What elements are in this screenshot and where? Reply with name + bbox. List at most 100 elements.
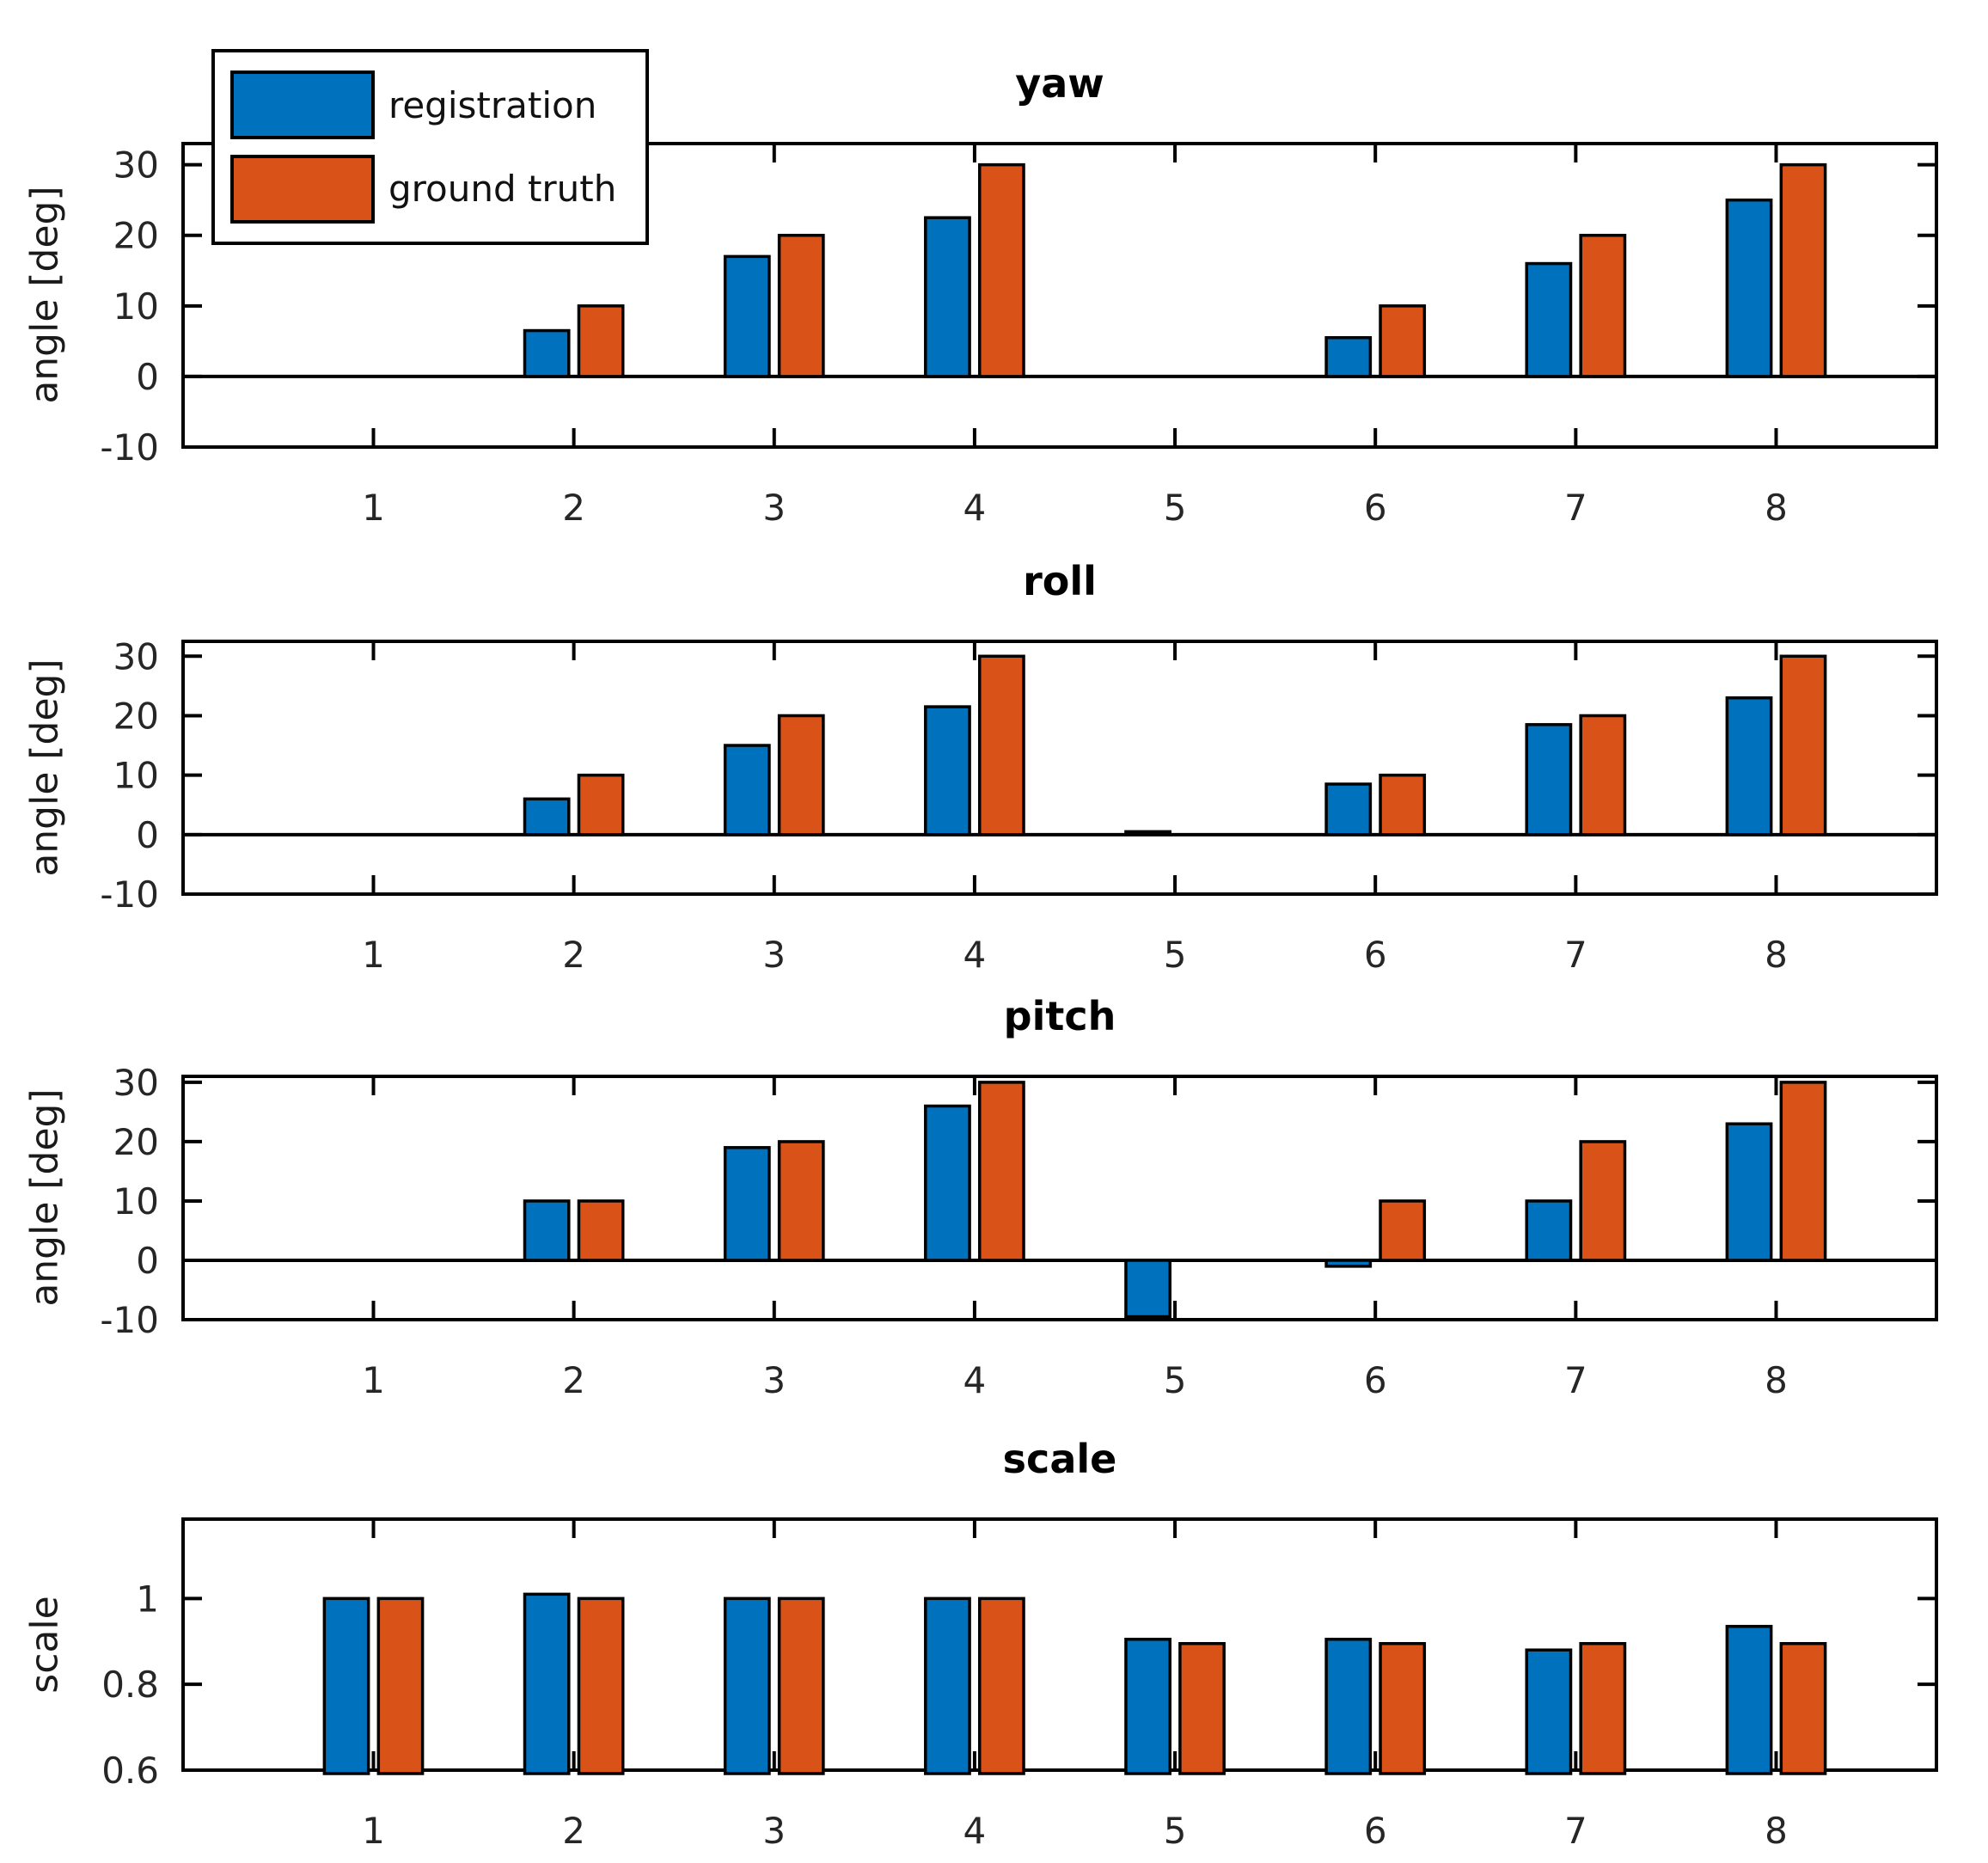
pitch-xtick-label-6: 6 — [1364, 1359, 1387, 1401]
roll-xtick-label-6: 6 — [1364, 934, 1387, 976]
legend-label-registration: registration — [388, 83, 597, 126]
bar-roll-registration-8 — [1725, 696, 1773, 837]
bar-yaw-registration-6 — [1324, 336, 1373, 378]
scale-xtick-label-1: 1 — [362, 1810, 385, 1852]
bar-pitch-ground-truth-2 — [577, 1199, 625, 1262]
scale-ytick-label-1: 1 — [136, 1578, 159, 1620]
pitch-ytick-label-20: 20 — [113, 1121, 159, 1163]
bar-roll-registration-4 — [924, 705, 971, 837]
pitch-xtick-label-5: 5 — [1164, 1359, 1187, 1401]
scale-xtick-label-3: 3 — [762, 1810, 786, 1852]
legend-item-registration: registration — [230, 70, 645, 140]
bar-pitch-registration-6 — [1324, 1259, 1373, 1268]
bar-scale-ground-truth-8 — [1779, 1642, 1827, 1775]
bar-scale-registration-7 — [1525, 1648, 1573, 1775]
bar-pitch-registration-3 — [723, 1146, 771, 1262]
bar-scale-ground-truth-5 — [1178, 1642, 1226, 1775]
bar-yaw-ground-truth-7 — [1579, 233, 1627, 378]
scale-ytick-label-0.6: 0.6 — [101, 1750, 159, 1792]
bar-scale-registration-2 — [523, 1592, 571, 1775]
yaw-xtick-label-3: 3 — [762, 487, 786, 529]
bar-roll-ground-truth-3 — [777, 714, 825, 837]
yaw-ytick-label--10: -10 — [100, 426, 159, 469]
bar-yaw-ground-truth-4 — [977, 162, 1025, 378]
roll-xtick-label-5: 5 — [1164, 934, 1187, 976]
pitch-xtick-label-8: 8 — [1765, 1359, 1788, 1401]
roll-ytick-label-30: 30 — [113, 635, 159, 677]
roll-axes-box — [181, 640, 1938, 896]
title-pitch: pitch — [1003, 993, 1116, 1039]
legend-item-ground-truth: ground truth — [230, 154, 645, 224]
pitch-ytick-label-30: 30 — [113, 1062, 159, 1104]
yaw-xtick-label-8: 8 — [1765, 487, 1788, 529]
yaw-xtick-label-6: 6 — [1364, 487, 1387, 529]
pitch-xtick-label-1: 1 — [362, 1359, 385, 1401]
pitch-xtick-label-7: 7 — [1564, 1359, 1587, 1401]
bar-pitch-registration-8 — [1725, 1122, 1773, 1262]
bar-scale-ground-truth-6 — [1379, 1642, 1427, 1775]
scale-xtick-label-2: 2 — [562, 1810, 585, 1852]
pitch-xtick-label-2: 2 — [562, 1359, 585, 1401]
bar-pitch-registration-5 — [1124, 1259, 1171, 1319]
legend-swatch-ground-truth — [230, 154, 375, 224]
bar-yaw-ground-truth-6 — [1379, 304, 1427, 378]
roll-xtick-label-2: 2 — [562, 934, 585, 976]
bar-pitch-registration-4 — [924, 1104, 971, 1262]
title-scale: scale — [1002, 1436, 1117, 1482]
scale-xtick-label-5: 5 — [1164, 1810, 1187, 1852]
bar-scale-registration-6 — [1324, 1638, 1373, 1775]
bar-yaw-registration-7 — [1525, 261, 1573, 378]
yaw-xtick-label-5: 5 — [1164, 487, 1187, 529]
bar-roll-ground-truth-2 — [577, 773, 625, 837]
bar-scale-ground-truth-1 — [376, 1596, 425, 1775]
roll-ytick-label--10: -10 — [100, 873, 159, 916]
yaw-ytick-label-20: 20 — [113, 215, 159, 257]
ylabel-pitch: angle [deg] — [22, 1088, 67, 1307]
roll-xtick-label-1: 1 — [362, 934, 385, 976]
scale-plot-area — [183, 1519, 1936, 1770]
bar-yaw-registration-3 — [723, 254, 771, 378]
scale-xtick-label-7: 7 — [1564, 1810, 1587, 1852]
bar-roll-ground-truth-6 — [1379, 773, 1427, 837]
bar-scale-registration-3 — [723, 1596, 771, 1775]
bar-pitch-ground-truth-8 — [1779, 1081, 1827, 1262]
title-roll: roll — [1023, 558, 1097, 604]
ylabel-scale: scale — [22, 1596, 67, 1694]
bar-roll-registration-7 — [1525, 723, 1573, 837]
yaw-axes-box — [181, 142, 1938, 449]
bar-pitch-registration-7 — [1525, 1199, 1573, 1262]
scale-axes-box — [181, 1517, 1938, 1772]
bar-pitch-ground-truth-7 — [1579, 1140, 1627, 1262]
pitch-ytick-label--10: -10 — [100, 1299, 159, 1341]
bar-scale-registration-5 — [1124, 1638, 1171, 1775]
bar-roll-registration-6 — [1324, 782, 1373, 837]
ylabel-roll: angle [deg] — [22, 659, 67, 877]
pitch-xtick-label-4: 4 — [963, 1359, 987, 1401]
bar-roll-registration-5 — [1124, 830, 1171, 837]
bar-roll-ground-truth-8 — [1779, 654, 1827, 837]
roll-ytick-label-10: 10 — [113, 755, 159, 797]
pitch-ytick-label-0: 0 — [136, 1240, 159, 1282]
bar-pitch-ground-truth-6 — [1379, 1199, 1427, 1262]
scale-xtick-label-6: 6 — [1364, 1810, 1387, 1852]
bar-roll-registration-2 — [523, 797, 571, 837]
scale-xtick-label-4: 4 — [963, 1810, 987, 1852]
legend-swatch-registration — [230, 70, 375, 140]
bar-scale-ground-truth-4 — [977, 1596, 1025, 1775]
bar-scale-ground-truth-3 — [777, 1596, 825, 1775]
bar-yaw-registration-2 — [523, 328, 571, 378]
yaw-xtick-label-1: 1 — [362, 487, 385, 529]
bar-scale-registration-1 — [322, 1596, 370, 1775]
scale-ytick-label-0.8: 0.8 — [101, 1664, 159, 1706]
legend: registration ground truth — [211, 49, 649, 245]
bar-scale-ground-truth-2 — [577, 1596, 625, 1775]
pitch-axes-box — [181, 1075, 1938, 1321]
yaw-xtick-label-4: 4 — [963, 487, 987, 529]
bar-yaw-registration-4 — [924, 216, 971, 378]
bar-yaw-ground-truth-2 — [577, 304, 625, 378]
bar-yaw-ground-truth-3 — [777, 233, 825, 378]
bar-yaw-registration-8 — [1725, 198, 1773, 378]
bar-scale-registration-4 — [924, 1596, 971, 1775]
